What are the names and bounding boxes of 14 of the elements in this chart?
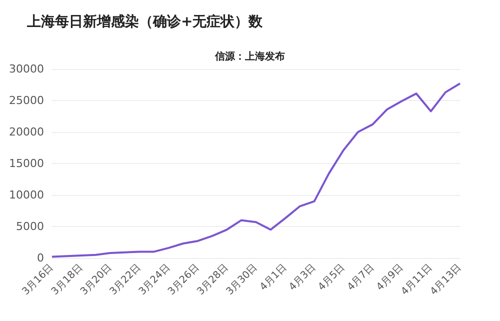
x-tick-label: 4月1日 (258, 262, 290, 294)
chart-subtitle: 信源：上海发布 (214, 50, 285, 62)
y-tick-label: 10000 (9, 188, 44, 202)
line-series (51, 82, 461, 258)
y-tick-label: 25000 (9, 94, 44, 107)
x-tick-label: 4月7日 (346, 262, 376, 294)
chart-title: 上海每日新增感染（确诊+无症状）数 (26, 13, 264, 30)
y-tick-label: 5000 (16, 220, 44, 233)
y-tick-label: 30000 (9, 62, 44, 76)
x-tick-label: 4月3日 (287, 262, 318, 294)
y-tick-label: 0 (37, 252, 44, 264)
x-tick-label: 4月5日 (316, 262, 348, 294)
y-tick-label: 15000 (9, 157, 44, 170)
y-tick-label: 20000 (9, 126, 44, 138)
